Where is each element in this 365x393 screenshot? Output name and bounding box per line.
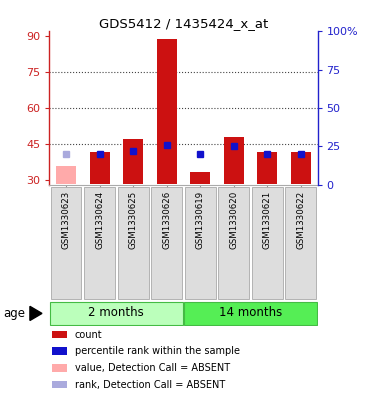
FancyBboxPatch shape — [218, 187, 249, 299]
Bar — [190, 171, 210, 184]
Text: GSM1330621: GSM1330621 — [263, 191, 272, 249]
Text: rank, Detection Call = ABSENT: rank, Detection Call = ABSENT — [75, 380, 225, 389]
Bar — [123, 139, 143, 184]
Text: GSM1330623: GSM1330623 — [62, 191, 70, 249]
Bar — [157, 39, 177, 184]
Bar — [224, 137, 244, 184]
Text: GSM1330626: GSM1330626 — [162, 191, 171, 249]
Polygon shape — [30, 307, 42, 320]
Bar — [52, 347, 67, 355]
Text: GSM1330620: GSM1330620 — [229, 191, 238, 249]
FancyBboxPatch shape — [84, 187, 115, 299]
Title: GDS5412 / 1435424_x_at: GDS5412 / 1435424_x_at — [99, 17, 268, 30]
Text: 2 months: 2 months — [88, 307, 144, 320]
Text: GSM1330624: GSM1330624 — [95, 191, 104, 249]
Bar — [52, 331, 67, 338]
FancyBboxPatch shape — [184, 302, 317, 325]
Bar — [56, 165, 76, 184]
Bar — [291, 152, 311, 184]
Bar — [52, 364, 67, 372]
FancyBboxPatch shape — [285, 187, 316, 299]
Bar — [89, 152, 110, 184]
Text: GSM1330625: GSM1330625 — [128, 191, 138, 249]
Text: percentile rank within the sample: percentile rank within the sample — [75, 346, 240, 356]
FancyBboxPatch shape — [151, 187, 182, 299]
FancyBboxPatch shape — [252, 187, 283, 299]
FancyBboxPatch shape — [50, 302, 183, 325]
Text: 14 months: 14 months — [219, 307, 282, 320]
Text: count: count — [75, 330, 103, 340]
Text: GSM1330619: GSM1330619 — [196, 191, 205, 249]
FancyBboxPatch shape — [51, 187, 81, 299]
Text: value, Detection Call = ABSENT: value, Detection Call = ABSENT — [75, 363, 230, 373]
Bar — [257, 152, 277, 184]
FancyBboxPatch shape — [185, 187, 216, 299]
Text: GSM1330622: GSM1330622 — [296, 191, 305, 249]
Text: age: age — [4, 307, 26, 320]
FancyBboxPatch shape — [118, 187, 149, 299]
Bar — [52, 381, 67, 388]
